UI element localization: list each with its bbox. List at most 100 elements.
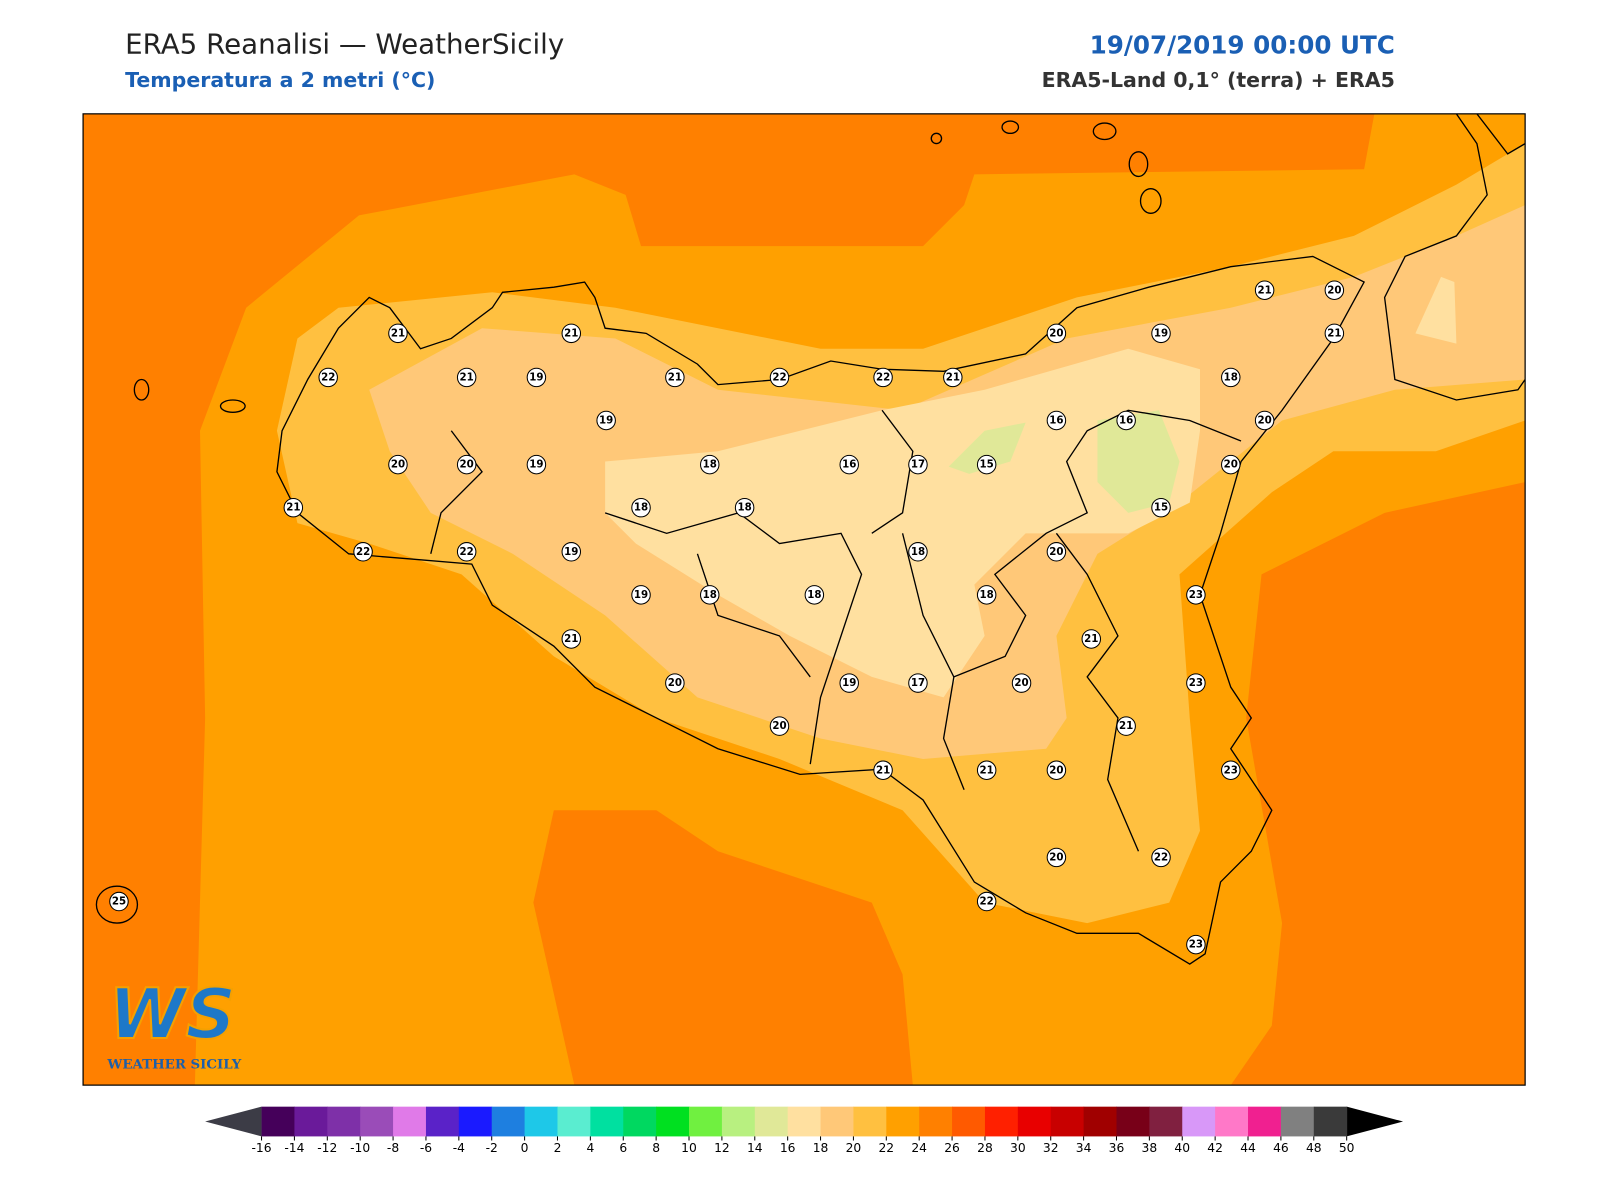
station: 17 xyxy=(908,454,928,475)
colorbar-label: 46 xyxy=(1273,1141,1289,1155)
station-marker xyxy=(456,542,477,562)
colorbar-label: 22 xyxy=(878,1141,894,1155)
station-value: 25 xyxy=(112,896,126,908)
station: 20 xyxy=(665,673,685,693)
colorbar-box xyxy=(261,1106,295,1137)
station-marker xyxy=(700,585,720,605)
station-value: 18 xyxy=(634,502,648,514)
station-marker xyxy=(456,367,477,388)
colorbar-box xyxy=(1313,1106,1348,1137)
station-value: 19 xyxy=(1154,327,1168,339)
station: 20 xyxy=(1046,847,1067,868)
colorbar-label: 0 xyxy=(521,1141,529,1155)
station-marker xyxy=(1151,847,1171,868)
station: 21 xyxy=(1324,323,1345,344)
colorbar-box xyxy=(656,1106,690,1137)
colorbar-label: -6 xyxy=(420,1141,432,1155)
station-value: 18 xyxy=(737,502,751,514)
colorbar-label: -10 xyxy=(350,1141,370,1155)
station-value: 21 xyxy=(1257,284,1271,296)
date: 19/07/2019 00:00 UTC xyxy=(1090,30,1395,59)
source: ERA5-Land 0,1° (terra) + ERA5 xyxy=(1042,68,1395,92)
logo-name: WEATHER SICILY xyxy=(106,1057,241,1073)
colorbar-label: -8 xyxy=(387,1141,399,1155)
station: 18 xyxy=(804,585,825,605)
station-marker xyxy=(976,891,997,912)
station-marker xyxy=(456,454,477,475)
station-marker xyxy=(526,454,547,475)
station-value: 18 xyxy=(703,589,717,601)
station-marker xyxy=(561,542,582,562)
colorbar-box xyxy=(294,1106,328,1137)
station: 20 xyxy=(769,716,790,736)
station-value: 21 xyxy=(1119,720,1133,732)
station-value: 17 xyxy=(911,677,925,689)
station: 21 xyxy=(283,497,304,518)
colorbar-box xyxy=(393,1106,427,1137)
coastline xyxy=(95,113,1526,965)
station: 16 xyxy=(1046,410,1067,431)
station: 20 xyxy=(1254,410,1275,431)
colorbar-box xyxy=(425,1106,460,1137)
station-marker xyxy=(1046,542,1067,562)
station: 22 xyxy=(1151,847,1171,868)
station: 20 xyxy=(1324,280,1345,300)
contour xyxy=(948,422,1026,474)
station: 23 xyxy=(1186,673,1206,693)
colorbar-box xyxy=(787,1106,822,1137)
station-value: 18 xyxy=(703,459,717,471)
station: 18 xyxy=(700,454,720,475)
station-value: 18 xyxy=(980,589,994,601)
station-marker xyxy=(353,542,373,562)
station-value: 20 xyxy=(1224,459,1238,471)
colorbar-label: 16 xyxy=(780,1141,796,1155)
logo: WS WEATHER SICILY xyxy=(106,973,241,1073)
station-value: 23 xyxy=(1224,764,1238,776)
colorbar-label: 44 xyxy=(1240,1141,1256,1155)
station-value: 16 xyxy=(842,459,856,471)
station-marker xyxy=(318,367,338,388)
colorbar-label: 6 xyxy=(619,1141,627,1155)
colorbar-box xyxy=(952,1106,986,1137)
colorbar-label: 18 xyxy=(813,1141,829,1155)
station: 20 xyxy=(1046,760,1067,780)
station-marker xyxy=(1116,410,1136,431)
station: 18 xyxy=(1221,367,1241,388)
station: 20 xyxy=(456,454,477,475)
station-marker xyxy=(976,585,997,605)
station: 21 xyxy=(1254,280,1275,300)
station-value: 18 xyxy=(911,546,925,558)
station: 18 xyxy=(908,542,928,562)
station-marker xyxy=(1221,760,1241,780)
colorbar-box xyxy=(853,1106,887,1137)
colorbar-box xyxy=(1083,1106,1118,1137)
station-value: 19 xyxy=(842,677,856,689)
colorbar-box xyxy=(919,1106,953,1137)
station-marker xyxy=(839,673,859,693)
station-value: 23 xyxy=(1189,589,1203,601)
colorbar-box xyxy=(1149,1106,1183,1137)
station-value: 18 xyxy=(1224,371,1238,383)
colorbar-box xyxy=(1248,1106,1282,1137)
station-marker xyxy=(1221,454,1241,475)
station-value: 22 xyxy=(772,371,786,383)
station-value: 20 xyxy=(391,459,405,471)
station: 19 xyxy=(526,454,547,475)
station: 22 xyxy=(318,367,338,388)
station: 22 xyxy=(353,542,373,562)
station-value: 20 xyxy=(1257,415,1271,427)
colorbar-label: 4 xyxy=(586,1141,594,1155)
station: 20 xyxy=(1046,542,1067,562)
station-value: 20 xyxy=(1049,851,1063,863)
title: ERA5 Reanalisi — WeatherSicily xyxy=(125,27,564,60)
station: 19 xyxy=(596,410,616,431)
station-value: 21 xyxy=(564,633,578,645)
map: 21 21 22 21 19 21 22 22 21 20 19 21 20 21 18 19 16 16 20 20… xyxy=(83,113,1526,1086)
station-marker xyxy=(1254,410,1275,431)
colorbar-box xyxy=(1050,1106,1085,1137)
station: 22 xyxy=(456,542,477,562)
colorbar-box xyxy=(557,1106,591,1137)
station-marker xyxy=(1046,760,1067,780)
colorbar-box xyxy=(327,1106,361,1137)
